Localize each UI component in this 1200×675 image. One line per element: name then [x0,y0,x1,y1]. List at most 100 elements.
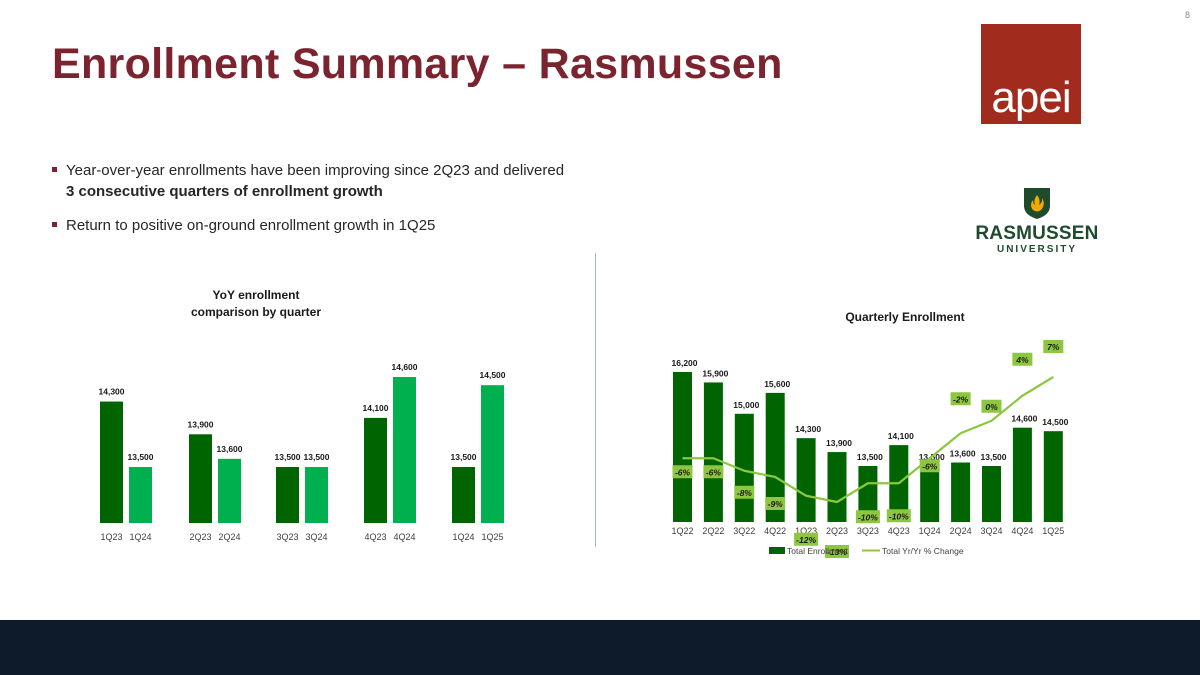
yoy-change-label-bg-1Q25 [1043,340,1064,353]
yoy-bar-label-3Q23: 13,500 [275,452,301,462]
quarterly-axis-label-1Q22: 1Q22 [671,526,693,536]
yoy-bar-1Q24 [452,467,475,523]
quarterly-bar-2Q23 [827,452,847,522]
legend-swatch-total-enrollment [769,547,785,554]
yoy-bar-2Q24 [218,458,241,523]
quarterly-axis-label-4Q23: 4Q23 [888,526,910,536]
section-divider [595,253,596,547]
quarterly-axis-label-1Q25: 1Q25 [1042,526,1064,536]
yoy-change-label-1Q22: -6% [675,467,691,477]
legend-label-yoy-change: Total Yr/Yr % Change [882,546,964,556]
yoy-bar-label-4Q24: 14,600 [392,362,418,372]
yoy-bar-1Q25 [481,385,504,523]
quarterly-bar-label-1Q22: 16,200 [672,358,698,368]
yoy-change-label-4Q24: 4% [1015,355,1029,365]
bullet-item-2: Return to positive on-ground enrollment … [52,215,572,236]
yoy-bar-3Q23 [276,467,299,523]
rasmussen-logo: RASMUSSEN UNIVERSITY [974,186,1100,256]
yoy-axis-label-3Q24: 3Q24 [305,532,327,542]
yoy-change-label-1Q25: 7% [1047,342,1060,352]
bullet-1-bold: 3 consecutive quarters of enrollment gro… [66,183,383,200]
yoy-axis-label-2Q23: 2Q23 [189,532,211,542]
yoy-bar-label-4Q23: 14,100 [363,403,389,413]
apei-logo: apei [981,24,1081,124]
quarterly-axis-label-3Q22: 3Q22 [733,526,755,536]
quarterly-bar-label-3Q22: 15,000 [733,400,759,410]
yoy-bar-label-2Q23: 13,900 [188,419,214,429]
yoy-bar-1Q23 [100,401,123,523]
yoy-chart-title-line-1: YoY enrollment [212,288,300,302]
yoy-bar-label-1Q25: 14,500 [480,370,506,380]
quarterly-axis-label-2Q22: 2Q22 [702,526,724,536]
quarterly-bar-label-2Q24: 13,600 [950,449,976,459]
quarterly-axis-label-2Q24: 2Q24 [950,526,972,536]
quarterly-axis-label-3Q23: 3Q23 [857,526,879,536]
footer-band [0,620,1200,675]
rasmussen-shield-icon [1024,188,1050,219]
yoy-change-label-3Q23: -10% [858,512,878,522]
yoy-change-label-bg-4Q22 [765,497,786,510]
bullet-2-text: Return to positive on-ground enrollment … [66,217,436,234]
yoy-change-label-bg-1Q22 [672,465,693,479]
yoy-bar-1Q24 [129,467,152,523]
quarterly-bar-2Q24 [951,462,971,522]
yoy-axis-label-1Q24: 1Q24 [129,532,151,542]
yoy-axis-label-4Q24: 4Q24 [393,532,415,542]
quarterly-bar-4Q24 [1012,427,1032,522]
yoy-change-label-bg-2Q24 [950,392,971,406]
quarterly-bar-3Q24 [982,466,1001,522]
yoy-axis-label-2Q24: 2Q24 [218,532,240,542]
yoy-axis-label-3Q23: 3Q23 [276,532,298,542]
yoy-change-label-bg-2Q23 [825,545,849,558]
quarterly-axis-label-1Q24: 1Q24 [919,526,941,536]
yoy-change-label-4Q23: -10% [889,511,909,521]
rasmussen-logo-name: RASMUSSEN [975,223,1099,244]
yoy-change-label-2Q24: -2% [953,394,969,404]
quarterly-bar-label-4Q22: 15,600 [764,379,790,389]
yoy-bar-label-1Q23: 14,300 [99,387,125,397]
quarterly-chart-title: Quarterly Enrollment [845,310,965,324]
yoy-bar-label-2Q24: 13,600 [217,444,243,454]
yoy-change-label-3Q22: -8% [737,488,753,498]
bullet-item-1: Year-over-year enrollments have been imp… [52,160,572,202]
yoy-change-label-1Q23: -12% [796,535,816,545]
yoy-change-label-3Q24: 0% [985,402,998,412]
yoy-change-label-bg-1Q24 [919,459,940,473]
quarterly-bar-1Q25 [1043,431,1063,522]
quarterly-bar-label-4Q24: 14,600 [1011,414,1037,424]
rasmussen-logo-sub: UNIVERSITY [996,244,1077,255]
legend-label-total-enrollment: Total Enrollment [787,546,849,556]
quarterly-bar-label-2Q23: 13,900 [826,438,852,448]
page-number: 8 [1184,10,1190,20]
quarterly-bar-1Q22 [673,372,692,522]
quarterly-axis-label-2Q23: 2Q23 [826,526,848,536]
yoy-change-label-1Q24: -6% [922,461,938,471]
quarterly-bar-2Q22 [703,382,723,522]
yoy-change-label-2Q23: -13% [827,547,847,557]
yoy-change-label-bg-4Q24 [1012,352,1033,366]
quarterly-bar-label-1Q25: 14,500 [1042,417,1068,427]
yoy-axis-label-1Q23: 1Q23 [100,532,122,542]
yoy-bar-3Q24 [305,467,328,523]
yoy-bar-label-1Q24: 13,500 [451,452,477,462]
yoy-bar-label-3Q24: 13,500 [304,452,330,462]
yoy-bar-4Q24 [393,377,416,523]
quarterly-bar-label-2Q22: 15,900 [702,368,728,378]
yoy-bar-4Q23 [364,417,387,523]
quarterly-axis-label-4Q22: 4Q22 [764,526,786,536]
quarterly-bar-label-3Q23: 13,500 [857,452,883,462]
yoy-bar-label-1Q24: 13,500 [128,452,154,462]
quarterly-axis-label-3Q24: 3Q24 [980,526,1002,536]
bullet-1-text: Year-over-year enrollments have been imp… [66,162,565,179]
yoy-bar-2Q23 [189,434,212,523]
yoy-axis-label-1Q25: 1Q25 [481,532,503,542]
yoy-change-label-bg-3Q24 [981,399,1002,413]
quarterly-axis-label-1Q23: 1Q23 [795,526,817,536]
charts-canvas: 14,300 1Q23 13,500 1Q24 13,900 2Q23 13,600 2Q24… [99,340,1069,558]
yoy-change-label-4Q22: -9% [768,499,784,509]
apei-logo-text: apei [991,73,1071,122]
yoy-chart-title-line-2: comparison by quarter [190,305,322,319]
quarterly-bar-3Q23 [858,466,878,522]
quarterly-bar-label-1Q23: 14,300 [795,424,821,434]
quarterly-axis-label-4Q24: 4Q24 [1011,526,1033,536]
